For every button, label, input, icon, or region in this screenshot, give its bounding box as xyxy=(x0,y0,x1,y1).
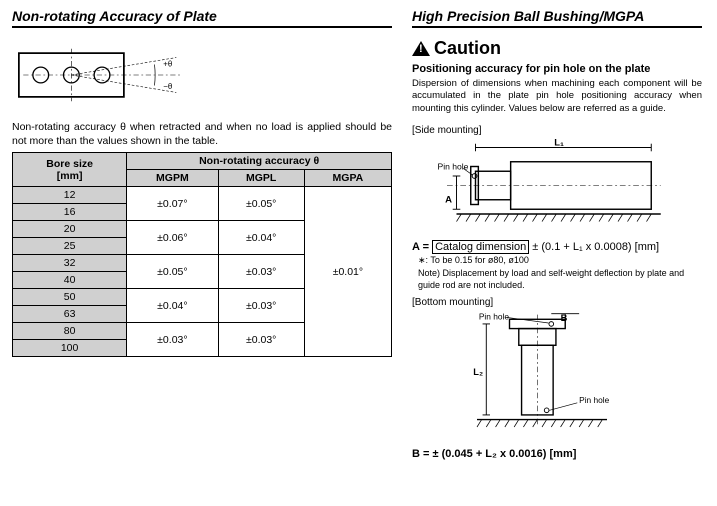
left-desc: Non-rotating accuracy θ when retracted a… xyxy=(12,120,392,148)
svg-text:Pin hole: Pin hole xyxy=(479,311,510,321)
svg-text:Pin hole: Pin hole xyxy=(579,395,610,405)
theta-minus: −θ xyxy=(163,82,172,91)
bottom-mounting-figure: Pin hole B L₂ Pin hole xyxy=(412,310,672,440)
cell: ±0.07° xyxy=(127,187,218,221)
bore-50: 50 xyxy=(13,289,127,306)
plate-diagram: +θ −θ xyxy=(12,40,192,110)
th-mgpm: MGPM xyxy=(127,170,218,187)
bore-12: 12 xyxy=(13,187,127,204)
bore-20: 20 xyxy=(13,221,127,238)
cell: ±0.03° xyxy=(127,323,218,357)
theta-plus: +θ xyxy=(163,59,172,68)
caution-row: Caution xyxy=(412,38,702,59)
note: Note) Displacement by load and self-weig… xyxy=(412,268,702,291)
bore-63: 63 xyxy=(13,306,127,323)
cell: ±0.06° xyxy=(127,221,218,255)
accuracy-table: Bore size[mm] Non-rotating accuracy θ MG… xyxy=(12,152,392,357)
bore-40: 40 xyxy=(13,272,127,289)
right-column: High Precision Ball Bushing/MGPA Caution… xyxy=(412,8,702,498)
subhead: Positioning accuracy for pin hole on the… xyxy=(412,63,702,75)
side-mounting-figure: L₁ Pin hole A xyxy=(412,138,672,233)
bore-100: 100 xyxy=(13,340,127,357)
bore-80: 80 xyxy=(13,323,127,340)
caution-icon xyxy=(412,41,430,56)
caution-text: Caution xyxy=(434,38,501,59)
svg-text:A: A xyxy=(445,195,452,206)
cell: ±0.04° xyxy=(127,289,218,323)
right-title: High Precision Ball Bushing/MGPA xyxy=(412,8,702,28)
star-note: ∗: To be 0.15 for ø80, ø100 xyxy=(412,255,702,266)
th-bore: Bore size[mm] xyxy=(13,153,127,187)
cell: ±0.04° xyxy=(218,221,304,255)
cell: ±0.01° xyxy=(304,187,391,357)
th-mgpa: MGPA xyxy=(304,170,391,187)
bottom-label: [Bottom mounting] xyxy=(412,297,702,308)
svg-text:L₁: L₁ xyxy=(554,138,564,149)
formula-b: B = ± (0.045 + L₂ x 0.0016) [mm] xyxy=(412,448,702,460)
svg-text:L₂: L₂ xyxy=(473,367,483,377)
svg-text:B: B xyxy=(561,313,568,323)
cell: ±0.05° xyxy=(127,255,218,289)
bore-25: 25 xyxy=(13,238,127,255)
cell: ±0.05° xyxy=(218,187,304,221)
left-column: Non-rotating Accuracy of Plate +θ −θ Non… xyxy=(12,8,392,498)
cell: ±0.03° xyxy=(218,323,304,357)
bore-16: 16 xyxy=(13,204,127,221)
right-body: Dispersion of dimensions when machining … xyxy=(412,78,702,115)
th-group: Non-rotating accuracy θ xyxy=(127,153,392,170)
side-label: [Side mounting] xyxy=(412,125,702,136)
left-title: Non-rotating Accuracy of Plate xyxy=(12,8,392,28)
cell: ±0.03° xyxy=(218,255,304,289)
catalog-dim-box: Catalog dimension xyxy=(432,240,529,254)
svg-text:Pin hole: Pin hole xyxy=(438,161,469,171)
th-mgpl: MGPL xyxy=(218,170,304,187)
bore-32: 32 xyxy=(13,255,127,272)
cell: ±0.03° xyxy=(218,289,304,323)
formula-a: A = Catalog dimension ± (0.1 + L₁ x 0.00… xyxy=(412,241,702,253)
